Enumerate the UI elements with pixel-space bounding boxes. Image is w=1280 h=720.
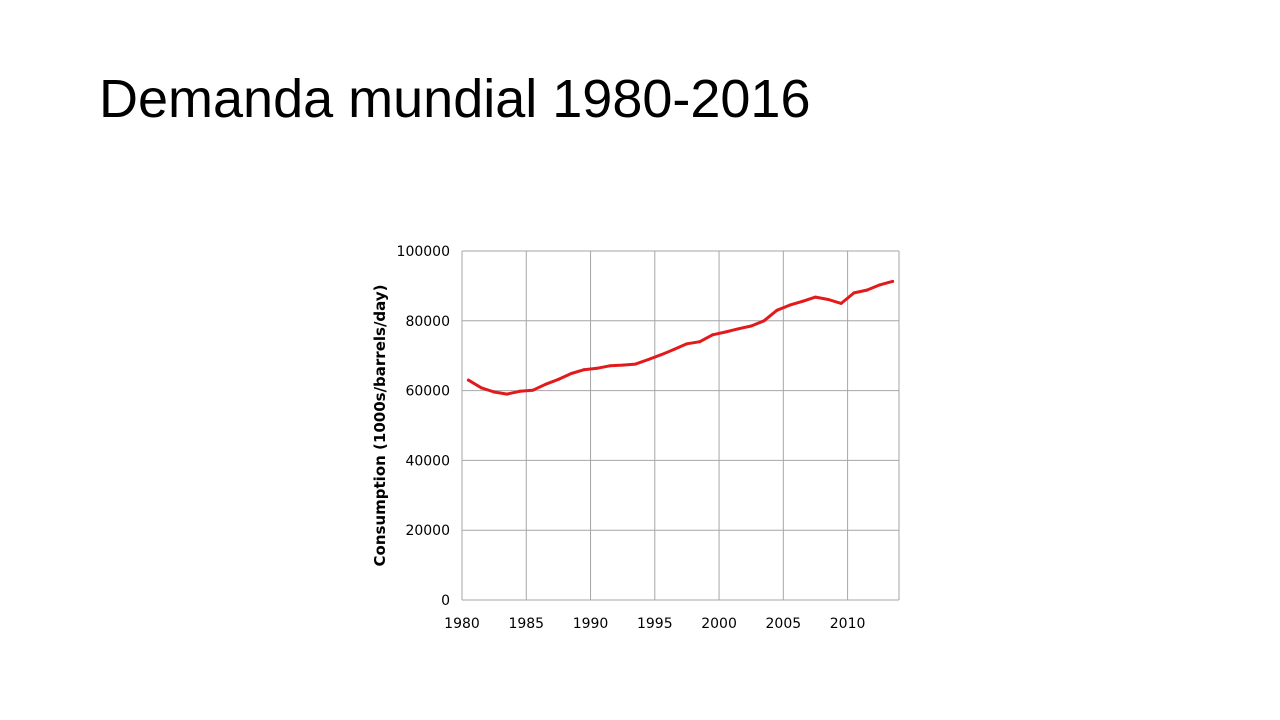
data-point bbox=[775, 308, 779, 312]
y-tick-label: 0 bbox=[441, 593, 450, 609]
data-point bbox=[621, 363, 625, 367]
y-tick-label: 40000 bbox=[405, 453, 450, 469]
data-point bbox=[544, 382, 548, 386]
data-point bbox=[891, 279, 895, 283]
line-chart: 0 20000 40000 60000 80000 100000 1980 1985 1990 1… bbox=[371, 244, 900, 632]
data-point bbox=[659, 353, 663, 357]
slide-title: Demanda mundial 1980-2016 bbox=[99, 69, 811, 129]
data-point bbox=[762, 319, 766, 323]
chart-container: 0 20000 40000 60000 80000 100000 1980 1985 1990 1… bbox=[340, 230, 920, 650]
data-point bbox=[556, 377, 560, 381]
data-point bbox=[582, 368, 586, 372]
x-tick-label: 1990 bbox=[573, 616, 609, 632]
y-tick-label: 80000 bbox=[405, 314, 450, 330]
x-tick-label: 2000 bbox=[701, 616, 737, 632]
x-tick-label: 2005 bbox=[766, 616, 802, 632]
data-point bbox=[595, 366, 599, 370]
grid-layer bbox=[461, 250, 900, 601]
x-tick-label: 1985 bbox=[508, 616, 544, 632]
data-point bbox=[492, 390, 496, 394]
data-point bbox=[518, 389, 522, 393]
x-tick-label: 1980 bbox=[444, 616, 480, 632]
series-layer bbox=[466, 279, 895, 396]
data-point bbox=[801, 299, 805, 303]
data-point bbox=[865, 288, 869, 292]
data-point bbox=[839, 301, 843, 305]
data-point bbox=[711, 333, 715, 337]
data-point bbox=[878, 283, 882, 287]
data-point bbox=[646, 358, 650, 362]
data-point bbox=[479, 386, 483, 390]
y-tick-label: 100000 bbox=[397, 244, 450, 260]
data-point bbox=[685, 342, 689, 346]
y-tick-label: 60000 bbox=[405, 384, 450, 400]
x-tick-label: 1995 bbox=[637, 616, 673, 632]
data-point bbox=[505, 392, 509, 396]
data-point bbox=[634, 362, 638, 366]
data-point bbox=[749, 324, 753, 328]
data-point bbox=[788, 303, 792, 307]
data-point bbox=[736, 327, 740, 331]
x-tick-label: 2010 bbox=[830, 616, 866, 632]
data-point bbox=[826, 298, 830, 302]
data-point bbox=[608, 364, 612, 368]
data-point bbox=[852, 291, 856, 295]
data-point bbox=[672, 347, 676, 351]
y-axis-title: Consumption (1000s/barrels/day) bbox=[371, 285, 389, 567]
tick-labels: 0 20000 40000 60000 80000 100000 1980 1985 1990 1… bbox=[397, 244, 866, 632]
data-point bbox=[531, 388, 535, 392]
data-point bbox=[723, 330, 727, 334]
data-point bbox=[698, 340, 702, 344]
y-tick-label: 20000 bbox=[405, 523, 450, 539]
series-line-0 bbox=[466, 279, 895, 396]
data-point bbox=[466, 378, 470, 382]
data-point bbox=[569, 371, 573, 375]
data-point bbox=[813, 295, 817, 299]
